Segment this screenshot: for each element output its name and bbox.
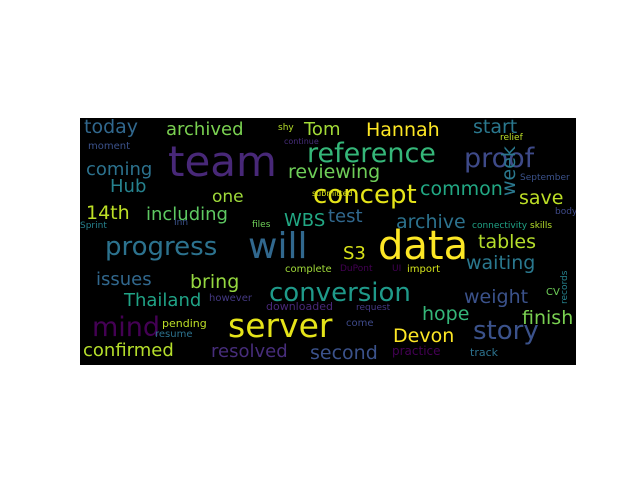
cloud-word: week (498, 146, 520, 196)
cloud-word: Thailand (124, 290, 202, 311)
cloud-word: come (346, 318, 374, 329)
cloud-word: proof (464, 143, 535, 174)
cloud-word: hope (422, 303, 470, 325)
cloud-word: concept (313, 180, 417, 210)
cloud-word: story (473, 316, 539, 346)
cloud-word: start (473, 118, 518, 138)
cloud-word: Tom (304, 119, 341, 140)
cloud-word: weight (464, 286, 529, 308)
cloud-word: coming (86, 159, 153, 180)
cloud-word: import (407, 264, 441, 275)
cloud-word: DuPont (340, 264, 373, 274)
cloud-word: data (378, 223, 469, 269)
cloud-word: reviewing (288, 161, 381, 183)
cloud-word: progress (105, 232, 218, 262)
cloud-word: bring (190, 271, 240, 293)
cloud-word: track (470, 346, 498, 359)
cloud-word: downloaded (266, 300, 333, 313)
cloud-word: second (310, 342, 378, 364)
cloud-word: tables (478, 231, 537, 253)
cloud-word: server (228, 306, 333, 345)
cloud-word: UI (392, 264, 402, 274)
cloud-word: submitted (312, 189, 353, 198)
cloud-word: waiting (466, 252, 536, 274)
cloud-word: CV (546, 287, 560, 298)
cloud-word: one (212, 187, 244, 207)
cloud-word: resolved (211, 341, 288, 362)
cloud-word: skills (530, 221, 553, 231)
cloud-word: confirmed (83, 340, 174, 361)
cloud-word: Inn (174, 218, 189, 228)
cloud-word: complete (285, 264, 332, 275)
cloud-word: reference (307, 138, 436, 169)
cloud-word: pending (162, 317, 207, 330)
cloud-word: Hub (110, 176, 147, 197)
cloud-word: however (209, 293, 252, 304)
cloud-word: September (520, 173, 570, 183)
cloud-word: archive (396, 211, 466, 233)
cloud-word: resume (155, 329, 193, 340)
cloud-word: moment (88, 141, 131, 152)
cloud-word: Sprint (80, 221, 107, 231)
cloud-word: shy (278, 123, 294, 133)
cloud-word: team (168, 137, 277, 186)
cloud-word: common (420, 178, 503, 200)
cloud-word: test (328, 206, 363, 227)
cloud-word: records (560, 270, 570, 304)
cloud-word: issues (96, 269, 152, 290)
cloud-word: continue (284, 137, 319, 146)
word-cloud-canvas: today archived shy Tom Hannah start mome… (80, 118, 576, 365)
cloud-word: save (519, 187, 564, 209)
cloud-word: Hannah (366, 119, 440, 141)
cloud-word: conversion (269, 278, 411, 308)
cloud-word: request (356, 303, 391, 313)
cloud-word: Devon (393, 325, 455, 347)
cloud-word: mind (92, 312, 161, 343)
cloud-word: archived (166, 119, 244, 140)
cloud-word: connectivity (472, 221, 528, 231)
cloud-word: WBS (284, 210, 326, 231)
cloud-word: relief (500, 133, 523, 143)
cloud-word: S3 (343, 243, 366, 264)
cloud-word: body (555, 207, 576, 217)
cloud-word: 14th (86, 202, 130, 224)
cloud-word: today (84, 118, 139, 138)
cloud-word: files (252, 220, 271, 230)
cloud-word: practice (392, 344, 441, 358)
cloud-word: including (146, 204, 228, 225)
cloud-word: finish (522, 307, 574, 329)
cloud-word: will (248, 226, 308, 267)
